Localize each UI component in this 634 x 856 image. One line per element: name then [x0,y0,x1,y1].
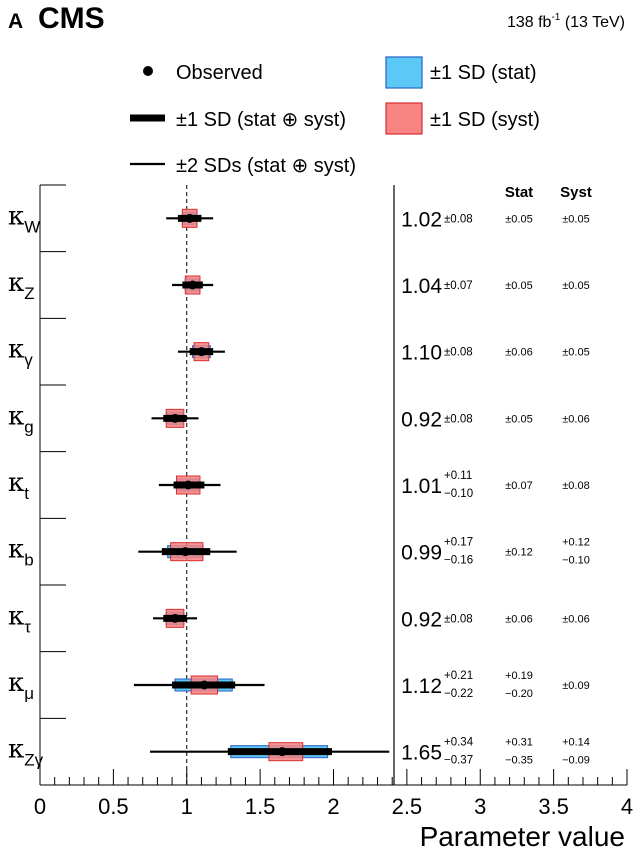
x-tick-label: 0.5 [98,794,129,819]
x-tick-label: 1 [181,794,193,819]
observed-marker [188,280,198,290]
stat-unc-up: +0.31 [505,737,533,749]
parameter-row: κZγ 1.65 +0.34 −0.37 +0.31 −0.35 +0.14 −0.09 [8,735,590,770]
legend-stat-label: ±1 SD (stat) [430,62,537,84]
stat-unc-label: ±0.07 [505,480,532,492]
value-label: 1.04 [401,275,442,298]
stat-unc-down: −0.35 [505,755,533,767]
stat-unc-label: ±0.05 [505,413,532,425]
stat-unc-label: ±0.12 [505,547,532,559]
parameter-row: κg 0.92 ±0.08 ±0.05 ±0.06 [8,401,590,436]
syst-unc-label: ±0.05 [562,280,589,292]
observed-marker [183,480,193,490]
x-tick-label: 3 [474,794,486,819]
parameter-label: κW [8,201,40,236]
observed-marker [180,547,190,557]
legend-two-sd-total-label: ±2 SDs (stat ⊕ syst) [176,155,356,177]
parameter-label: κt [8,468,29,503]
legend-observed-label: Observed [176,62,263,84]
parameter-label: κτ [8,601,31,636]
total-unc-up: +0.21 [444,670,473,682]
stat-unc-down: −0.20 [505,688,533,700]
x-tick-label: 1.5 [245,794,276,819]
x-tick-label: 2 [327,794,339,819]
total-unc-up: +0.17 [444,537,473,549]
total-unc-up: +0.34 [444,737,474,749]
value-label: 1.10 [401,342,442,365]
syst-unc-label: ±0.06 [562,413,589,425]
x-tick-label: 0 [34,794,46,819]
observed-marker [170,413,180,423]
stat-unc-up: +0.19 [505,670,533,682]
parameter-label: κb [8,535,34,570]
observed-marker [170,613,180,623]
syst-unc-label: ±0.05 [562,347,589,359]
stat-column-header: Stat [505,184,533,201]
stat-unc-label: ±0.05 [505,213,532,225]
legend-syst-label: ±1 SD (syst) [430,109,540,131]
stat-unc-label: ±0.06 [505,613,532,625]
syst-unc-up: +0.14 [562,737,590,749]
parameter-row: κb 0.99 +0.17 −0.16 ±0.12 +0.12 −0.10 [8,535,590,570]
parameter-row: κW 1.02 ±0.08 ±0.05 ±0.05 [8,201,590,236]
legend: Observed ±1 SD (stat ⊕ syst) ±2 SDs (sta… [130,56,540,177]
total-unc-label: ±0.08 [444,413,473,425]
experiment-label: CMS [38,2,105,35]
value-label: 1.65 [401,742,442,765]
total-unc-down: −0.37 [444,755,473,767]
parameter-label: κg [8,401,34,436]
parameter-label: κγ [8,335,33,370]
x-tick-label: 2.5 [392,794,423,819]
parameter-row: κτ 0.92 ±0.08 ±0.06 ±0.06 [8,601,590,636]
value-label: 1.01 [401,475,442,498]
total-unc-label: ±0.08 [444,347,473,359]
total-unc-down: −0.10 [444,488,473,500]
x-tick-label: 3.5 [538,794,569,819]
value-label: 0.99 [401,542,442,565]
value-label: 1.12 [401,675,442,698]
value-label: 0.92 [401,608,442,631]
syst-unc-label: ±0.06 [562,613,589,625]
parameter-row: κZ 1.04 ±0.07 ±0.05 ±0.05 [8,268,590,303]
total-unc-down: −0.16 [444,555,473,567]
total-unc-down: −0.22 [444,688,473,700]
total-unc-label: ±0.07 [444,280,473,292]
parameter-row: κγ 1.10 ±0.08 ±0.06 ±0.05 [8,335,590,370]
parameter-row: κμ 1.12 +0.21 −0.22 +0.19 −0.20 ±0.09 [8,668,590,703]
y-ticks [40,184,66,786]
legend-one-sd-total-label: ±1 SD (stat ⊕ syst) [176,109,346,131]
legend-observed-marker [143,66,153,76]
parameter-label: κZ [8,268,35,303]
legend-syst-swatch [385,102,423,135]
syst-column-header: Syst [560,184,592,201]
value-label: 0.92 [401,408,442,431]
syst-unc-label: ±0.05 [562,213,589,225]
observed-marker [277,747,287,757]
panel-letter: A [8,10,23,33]
x-axis-label: Parameter value [420,821,625,852]
stat-unc-label: ±0.06 [505,347,532,359]
syst-unc-label: ±0.09 [562,680,589,692]
syst-unc-label: ±0.08 [562,480,589,492]
syst-unc-down: −0.09 [562,755,590,767]
observed-marker [196,347,206,357]
observed-marker [185,213,195,223]
syst-unc-up: +0.12 [562,537,590,549]
parameter-label: κZγ [8,735,44,770]
lumi-label: 138 fb-1 (13 TeV) [507,12,625,31]
parameter-row: κt 1.01 +0.11 −0.10 ±0.07 ±0.08 [8,468,590,503]
parameter-label: κμ [8,668,34,703]
total-unc-label: ±0.08 [444,213,473,225]
stat-unc-label: ±0.05 [505,280,532,292]
total-unc-up: +0.11 [444,470,472,482]
total-unc-label: ±0.08 [444,613,473,625]
observed-marker [199,680,209,690]
value-label: 1.02 [401,208,442,231]
legend-stat-swatch [385,56,423,89]
x-tick-label: 4 [621,794,633,819]
syst-unc-down: −0.10 [562,555,590,567]
x-ticks: 0 0.5 1 1.5 2 2.5 3 3.5 4 [34,769,633,819]
